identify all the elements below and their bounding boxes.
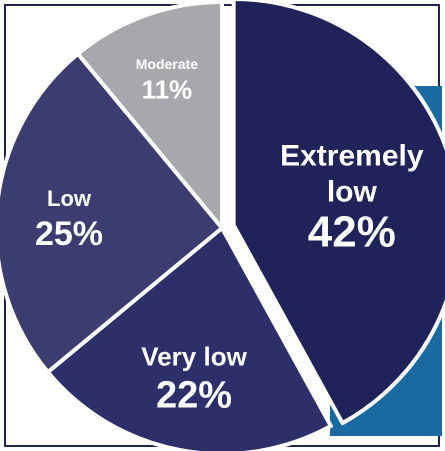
- slice-label-name-1-1: Extremely: [280, 139, 424, 172]
- slice-label-value-2: 22%: [156, 374, 232, 416]
- pie-slice-2: [45, 226, 333, 451]
- slice-label-value-1: 42%: [308, 207, 396, 256]
- slice-label-value-4: 11%: [142, 74, 193, 104]
- pie-slice-1: [231, 0, 445, 426]
- slice-label-name-4-1: Moderate: [136, 56, 198, 72]
- slice-label-name-3-1: Low: [47, 186, 92, 211]
- slice-label-name-1-2: low: [327, 175, 378, 208]
- pie-slice-3: [0, 51, 224, 375]
- slice-label-name-2-1: Very low: [141, 342, 247, 372]
- slice-label-value-3: 25%: [35, 215, 103, 253]
- pie-slice-4: [75, 0, 224, 230]
